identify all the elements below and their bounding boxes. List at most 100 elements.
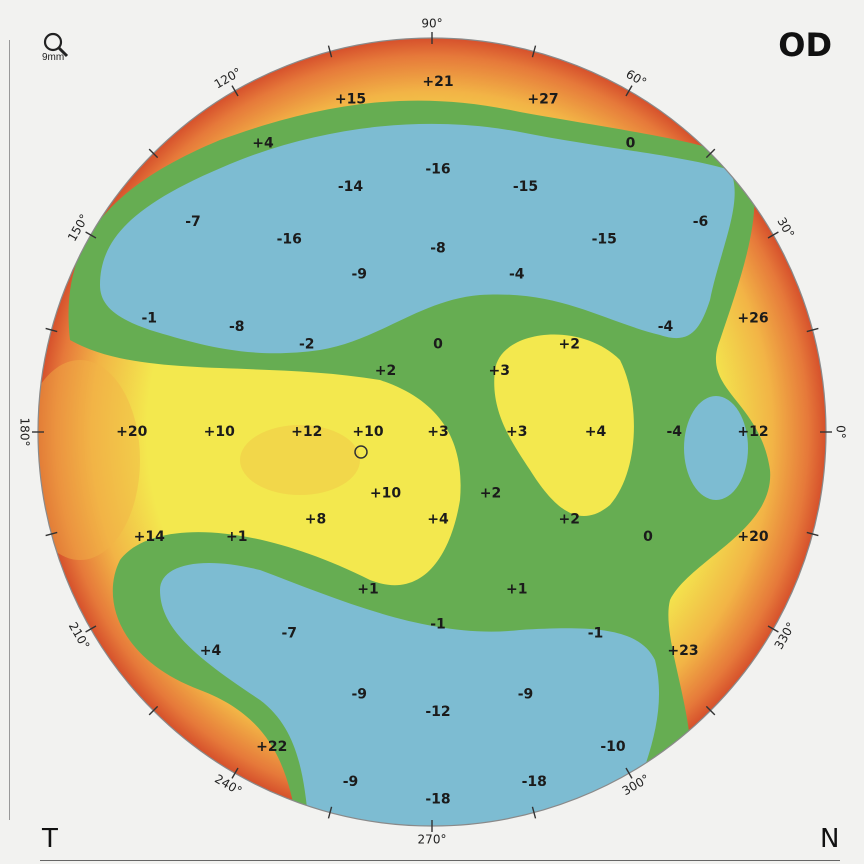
angle-tick xyxy=(767,625,779,633)
bottom-rule xyxy=(40,860,840,861)
elevation-value: +12 xyxy=(737,424,768,440)
elevation-value: +2 xyxy=(480,485,501,501)
elevation-value: +27 xyxy=(527,92,558,108)
elevation-value: +10 xyxy=(370,485,401,501)
elevation-value: +1 xyxy=(226,529,247,545)
lower-blue-zone xyxy=(160,562,659,826)
elevation-value: -9 xyxy=(518,687,534,703)
elevation-value: +20 xyxy=(116,424,147,440)
elevation-value: -8 xyxy=(430,240,446,256)
angle-tick xyxy=(531,806,537,819)
elevation-value: +3 xyxy=(506,424,527,440)
elevation-value: +26 xyxy=(737,310,768,326)
angle-label: 90° xyxy=(421,17,442,31)
angle-label: 180° xyxy=(18,418,32,447)
zoom-scale-label: 9mm xyxy=(42,52,65,63)
elevation-value: +2 xyxy=(559,512,580,528)
elevation-value: 0 xyxy=(643,529,653,545)
fixation-marker xyxy=(354,445,368,459)
elevation-value: +8 xyxy=(305,512,326,528)
angle-tick xyxy=(767,231,779,239)
elevation-value: -9 xyxy=(343,774,359,790)
elevation-value: +3 xyxy=(489,363,510,379)
elevation-value: +14 xyxy=(134,529,165,545)
elevation-value: +1 xyxy=(506,582,527,598)
angle-tick xyxy=(625,85,633,97)
angle-tick xyxy=(148,705,159,716)
angle-tick xyxy=(806,531,819,537)
angle-label: 60° xyxy=(624,67,649,90)
center-warm-zone xyxy=(240,425,360,495)
angle-tick xyxy=(231,767,239,779)
elevation-value: +12 xyxy=(291,424,322,440)
elevation-value: +4 xyxy=(252,135,274,151)
angle-label: 150° xyxy=(65,212,92,244)
right-blue-pocket xyxy=(684,396,748,500)
angle-label: 120° xyxy=(212,65,244,92)
angle-tick xyxy=(85,625,97,633)
elevation-value: +3 xyxy=(427,424,448,440)
elevation-value: 0 xyxy=(433,337,443,353)
angle-tick xyxy=(231,85,239,97)
elevation-value: +2 xyxy=(559,337,580,353)
angle-label: 30° xyxy=(774,215,797,240)
upper-blue-zone xyxy=(100,123,735,354)
eye-label: OD xyxy=(778,26,832,64)
angle-label: 270° xyxy=(418,833,447,847)
elevation-value: +23 xyxy=(667,643,698,659)
angle-tick xyxy=(531,45,537,58)
central-yellow-lobe xyxy=(494,334,634,517)
angle-tick xyxy=(705,148,716,159)
elevation-value: -8 xyxy=(229,319,245,335)
angle-tick xyxy=(85,231,97,239)
angle-tick xyxy=(45,327,58,333)
elevation-value: -18 xyxy=(425,792,450,808)
elevation-value: +4 xyxy=(200,643,222,659)
elevation-value: +10 xyxy=(352,424,383,440)
elevation-value: +15 xyxy=(335,92,366,108)
elevation-value: -15 xyxy=(592,232,617,248)
angle-tick xyxy=(327,806,333,819)
elevation-value: -10 xyxy=(600,739,626,755)
elevation-value: +4 xyxy=(427,512,449,528)
elevation-value: -16 xyxy=(425,162,450,178)
elevation-value: +20 xyxy=(737,529,768,545)
elevation-value: +21 xyxy=(422,74,453,90)
elevation-value: -14 xyxy=(338,179,364,195)
angle-tick xyxy=(625,767,633,779)
elevation-value: -12 xyxy=(425,704,450,720)
elevation-value: -4 xyxy=(509,267,525,283)
elevation-value: -9 xyxy=(351,267,367,283)
elevation-value: -1 xyxy=(588,625,604,641)
angle-tick xyxy=(148,148,159,159)
elevation-value: -1 xyxy=(430,617,446,633)
elevation-value: -9 xyxy=(351,687,367,703)
elevation-value: +4 xyxy=(585,424,607,440)
angle-tick xyxy=(45,531,58,537)
elevation-value: +10 xyxy=(204,424,235,440)
elevation-value: +22 xyxy=(256,739,287,755)
elevation-value: -1 xyxy=(141,310,157,326)
elevation-value: -7 xyxy=(281,625,297,641)
elevation-value: -18 xyxy=(522,774,547,790)
angle-tick xyxy=(806,327,819,333)
elevation-value: -16 xyxy=(277,232,302,248)
elevation-value: -6 xyxy=(693,214,709,230)
left-scale-rule xyxy=(9,40,10,820)
zoom-icon[interactable] xyxy=(40,30,72,66)
nasal-label: N xyxy=(820,824,840,854)
elevation-value: -4 xyxy=(658,319,674,335)
elevation-value: +1 xyxy=(357,582,378,598)
angle-label: 0° xyxy=(834,425,848,439)
elevation-value: -15 xyxy=(513,179,538,195)
elevation-value: 0 xyxy=(626,135,636,151)
angle-tick xyxy=(705,705,716,716)
elevation-value: -7 xyxy=(185,214,201,230)
elevation-value: +2 xyxy=(375,363,396,379)
angle-tick xyxy=(327,45,333,58)
left-warm-zone xyxy=(38,360,140,560)
elevation-value: -2 xyxy=(299,337,315,353)
elevation-value: -4 xyxy=(666,424,682,440)
